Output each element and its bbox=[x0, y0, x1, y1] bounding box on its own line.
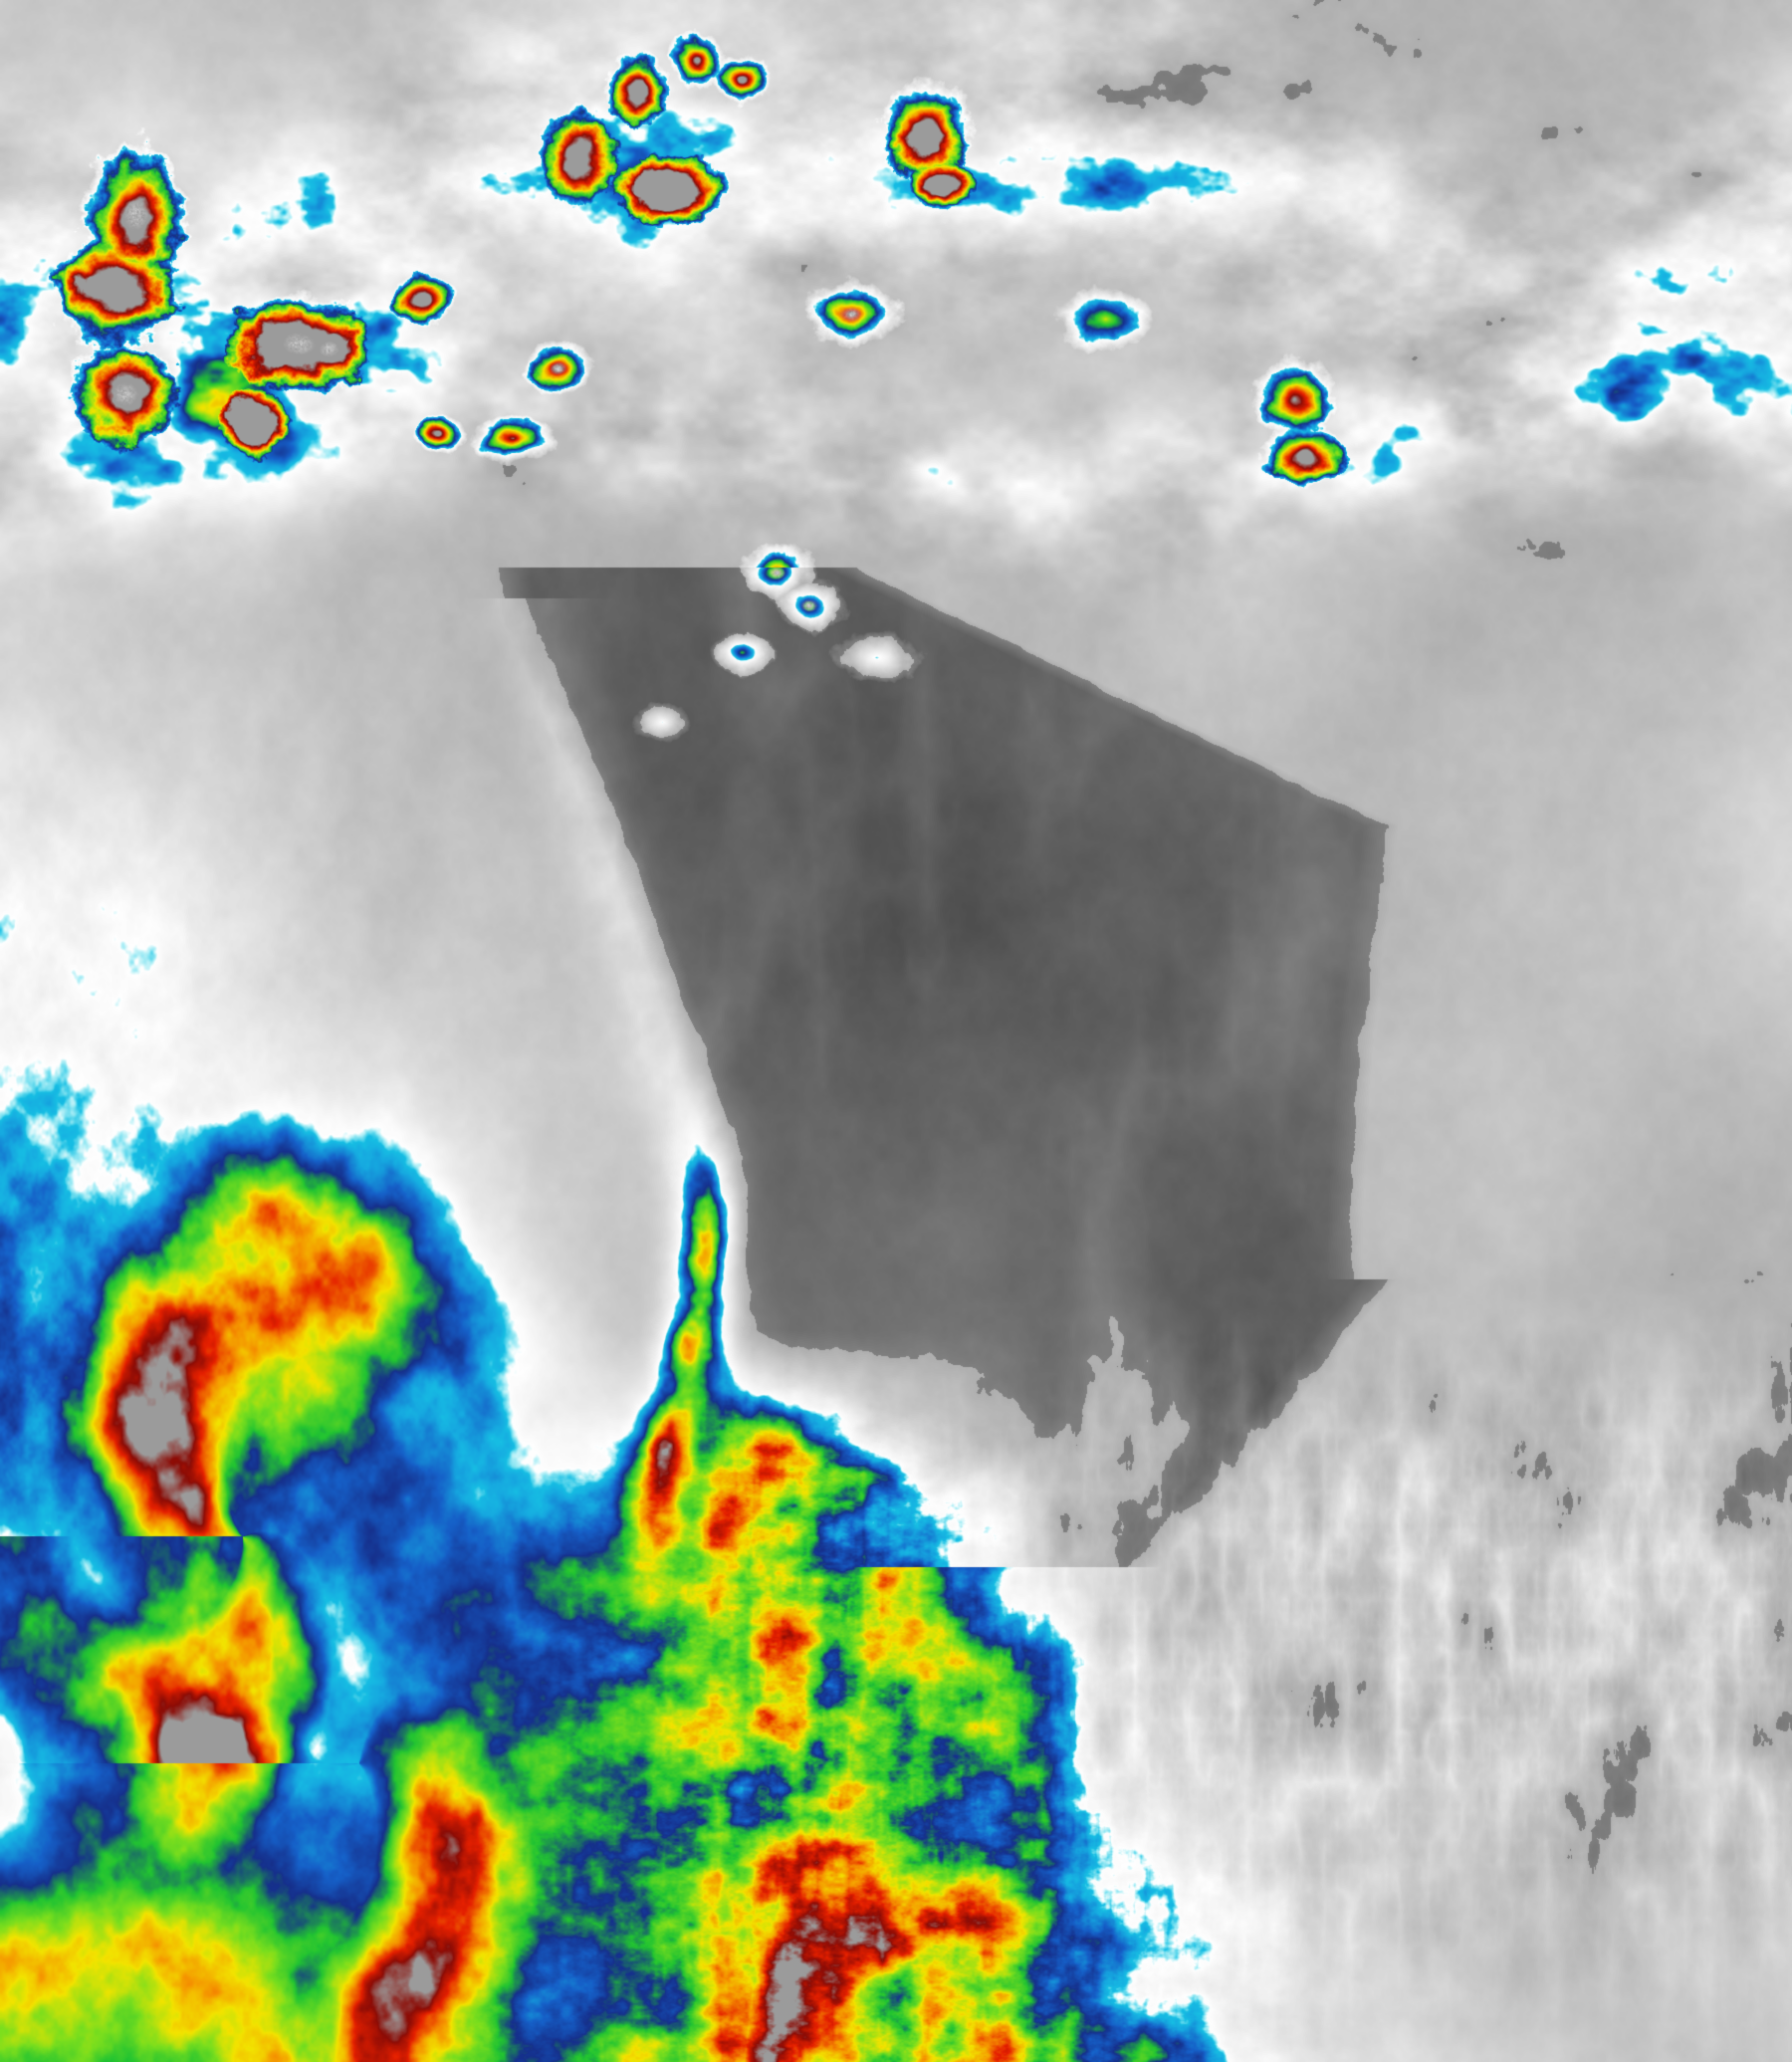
satellite-image-viewport[interactable] bbox=[0, 0, 1792, 2062]
satellite-ir-image[interactable] bbox=[0, 0, 1792, 2062]
